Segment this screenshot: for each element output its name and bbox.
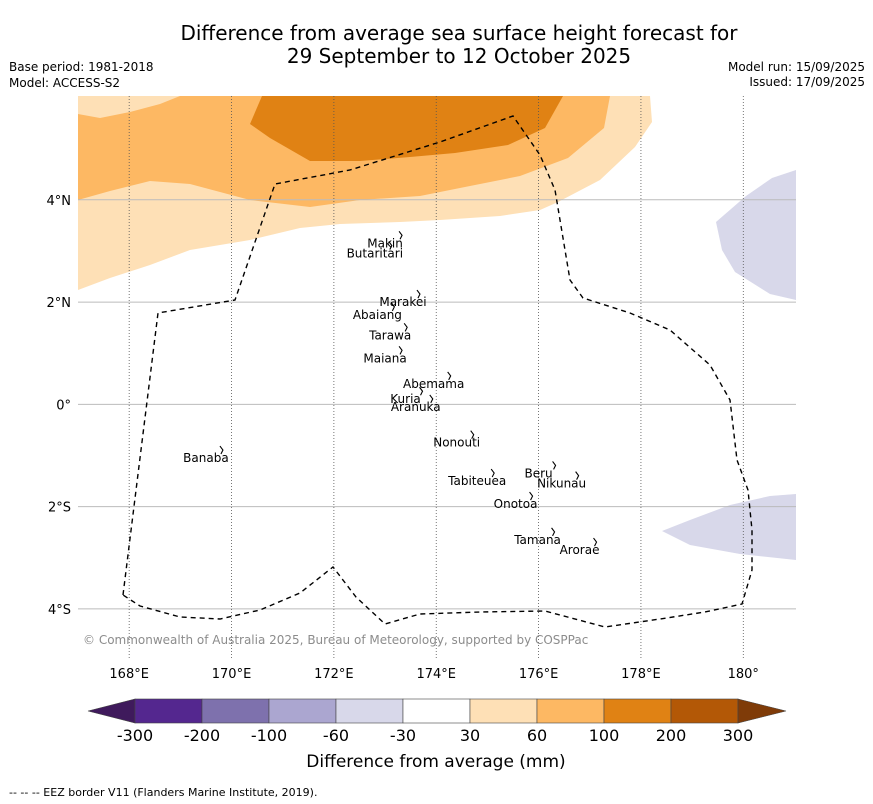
colorbar-cell	[335, 698, 404, 724]
colorbar-cell	[469, 698, 538, 724]
colorbar-tick-label: 30	[460, 726, 480, 745]
colorbar-tick-label: 300	[723, 726, 754, 745]
contour-100-200	[250, 96, 563, 161]
colorbar-label: Difference from average (mm)	[306, 752, 565, 772]
place-label: Banaba	[183, 451, 229, 465]
place-label: Tarawa	[368, 328, 411, 342]
colorbar-extend-low	[87, 698, 136, 724]
place-label: Marakei	[379, 295, 426, 309]
graticule	[78, 96, 796, 658]
contour-100-200-fill-top	[78, 96, 180, 118]
lon-tick-label: 176°E	[519, 667, 559, 682]
colorbar-cell	[603, 698, 672, 724]
island-outline	[551, 527, 556, 537]
colorbar-tick-label: -60	[323, 726, 349, 745]
colorbar-tick-labels: -300 -200 -100 -60 -30 30 60 100 200 300	[117, 726, 753, 745]
colorbar-cell	[134, 698, 203, 724]
place-label: Beru	[525, 466, 553, 480]
island-outline	[398, 346, 403, 355]
place-label: Maiana	[363, 351, 406, 365]
lon-tick-label: 180°	[728, 667, 759, 682]
lat-tick-label: 0°	[56, 398, 71, 413]
place-label: Tabiteuea	[447, 474, 506, 488]
island-outline	[219, 445, 224, 455]
lat-tick-label: 2°N	[47, 296, 72, 311]
lon-tick-label: 172°E	[314, 667, 354, 682]
place-label: Nikunau	[537, 477, 586, 491]
place-label: Makin	[367, 236, 403, 250]
colorbar-tick-label: -100	[251, 726, 287, 745]
place-label: Kuria	[390, 392, 421, 406]
place-label: Butaritari	[347, 247, 404, 261]
place-label: Aranuka	[391, 400, 441, 414]
island-outline	[419, 386, 424, 396]
map-title: Difference from average sea surface heig…	[0, 22, 873, 68]
lon-tick-label: 178°E	[621, 667, 661, 682]
colorbar-cell	[402, 698, 471, 724]
lon-tick-label: 170°E	[212, 667, 252, 682]
island-outline	[398, 230, 403, 240]
model-name: Model: ACCESS-S2	[9, 76, 121, 90]
island-outline	[593, 537, 598, 547]
colorbar-tick-label: 100	[589, 726, 620, 745]
place-label: Arorae	[560, 543, 600, 557]
anomaly-field	[78, 96, 796, 560]
colorbar-tick-label: -300	[117, 726, 153, 745]
lon-tick-label: 168°E	[109, 667, 149, 682]
issued-date: Issued: 17/09/2025	[749, 75, 865, 89]
island-outline	[403, 322, 408, 332]
place-label: Abemama	[403, 377, 464, 391]
island-outline	[470, 430, 475, 439]
colorbar-cell	[268, 698, 337, 724]
island-outline	[490, 468, 495, 478]
latitude-labels: 4°N 2°N 0° 2°S 4°S	[47, 194, 72, 618]
colorbar-tick-label: 200	[656, 726, 687, 745]
title-line-1: Difference from average sea surface heig…	[180, 21, 738, 45]
island-outline	[429, 394, 434, 404]
island-outline	[552, 461, 557, 470]
island-outline	[388, 241, 393, 250]
island-coastlines	[219, 230, 598, 547]
colorbar-tick-label: 60	[527, 726, 547, 745]
island-outline	[575, 471, 580, 480]
negative-anomaly-south	[662, 494, 796, 560]
lat-tick-label: 4°S	[48, 603, 71, 618]
island-outline	[529, 491, 534, 501]
place-label: Abaiang	[353, 308, 402, 322]
place-label: Tamana	[513, 533, 561, 547]
colorbar-cells	[87, 698, 787, 724]
place-label: Onotoa	[494, 497, 538, 511]
meta-left: Base period: 1981-2018 Model: ACCESS-S2	[9, 59, 154, 91]
longitude-labels: 168°E 170°E 172°E 174°E 176°E 178°E 180°	[109, 667, 759, 682]
place-label: Nonouti	[433, 436, 480, 450]
colorbar-cell	[536, 698, 605, 724]
base-period: Base period: 1981-2018	[9, 60, 154, 74]
lon-tick-label: 174°E	[416, 667, 456, 682]
colorbar-extend-high	[737, 698, 787, 724]
colorbar-cell	[670, 698, 739, 724]
island-outline	[390, 302, 396, 312]
colorbar-tick-label: -200	[184, 726, 220, 745]
copyright-notice: © Commonwealth of Australia 2025, Bureau…	[83, 633, 588, 647]
title-line-2: 29 September to 12 October 2025	[286, 44, 632, 68]
island-outline	[447, 371, 452, 381]
colorbar-cell	[201, 698, 270, 724]
lat-tick-label: 4°N	[47, 194, 72, 209]
eez-footnote: -- -- -- EEZ border V11 (Flanders Marine…	[9, 786, 318, 799]
colorbar-tick-label: -30	[390, 726, 416, 745]
lat-tick-label: 2°S	[48, 501, 71, 516]
colorbar: -300 -200 -100 -60 -30 30 60 100 200 300 Differen…	[87, 698, 787, 772]
model-run: Model run: 15/09/2025	[727, 60, 865, 74]
meta-right: Model run: 15/09/2025 Issued: 17/09/2025	[728, 60, 865, 90]
island-outline	[416, 289, 421, 299]
negative-anomaly-north	[716, 170, 796, 300]
